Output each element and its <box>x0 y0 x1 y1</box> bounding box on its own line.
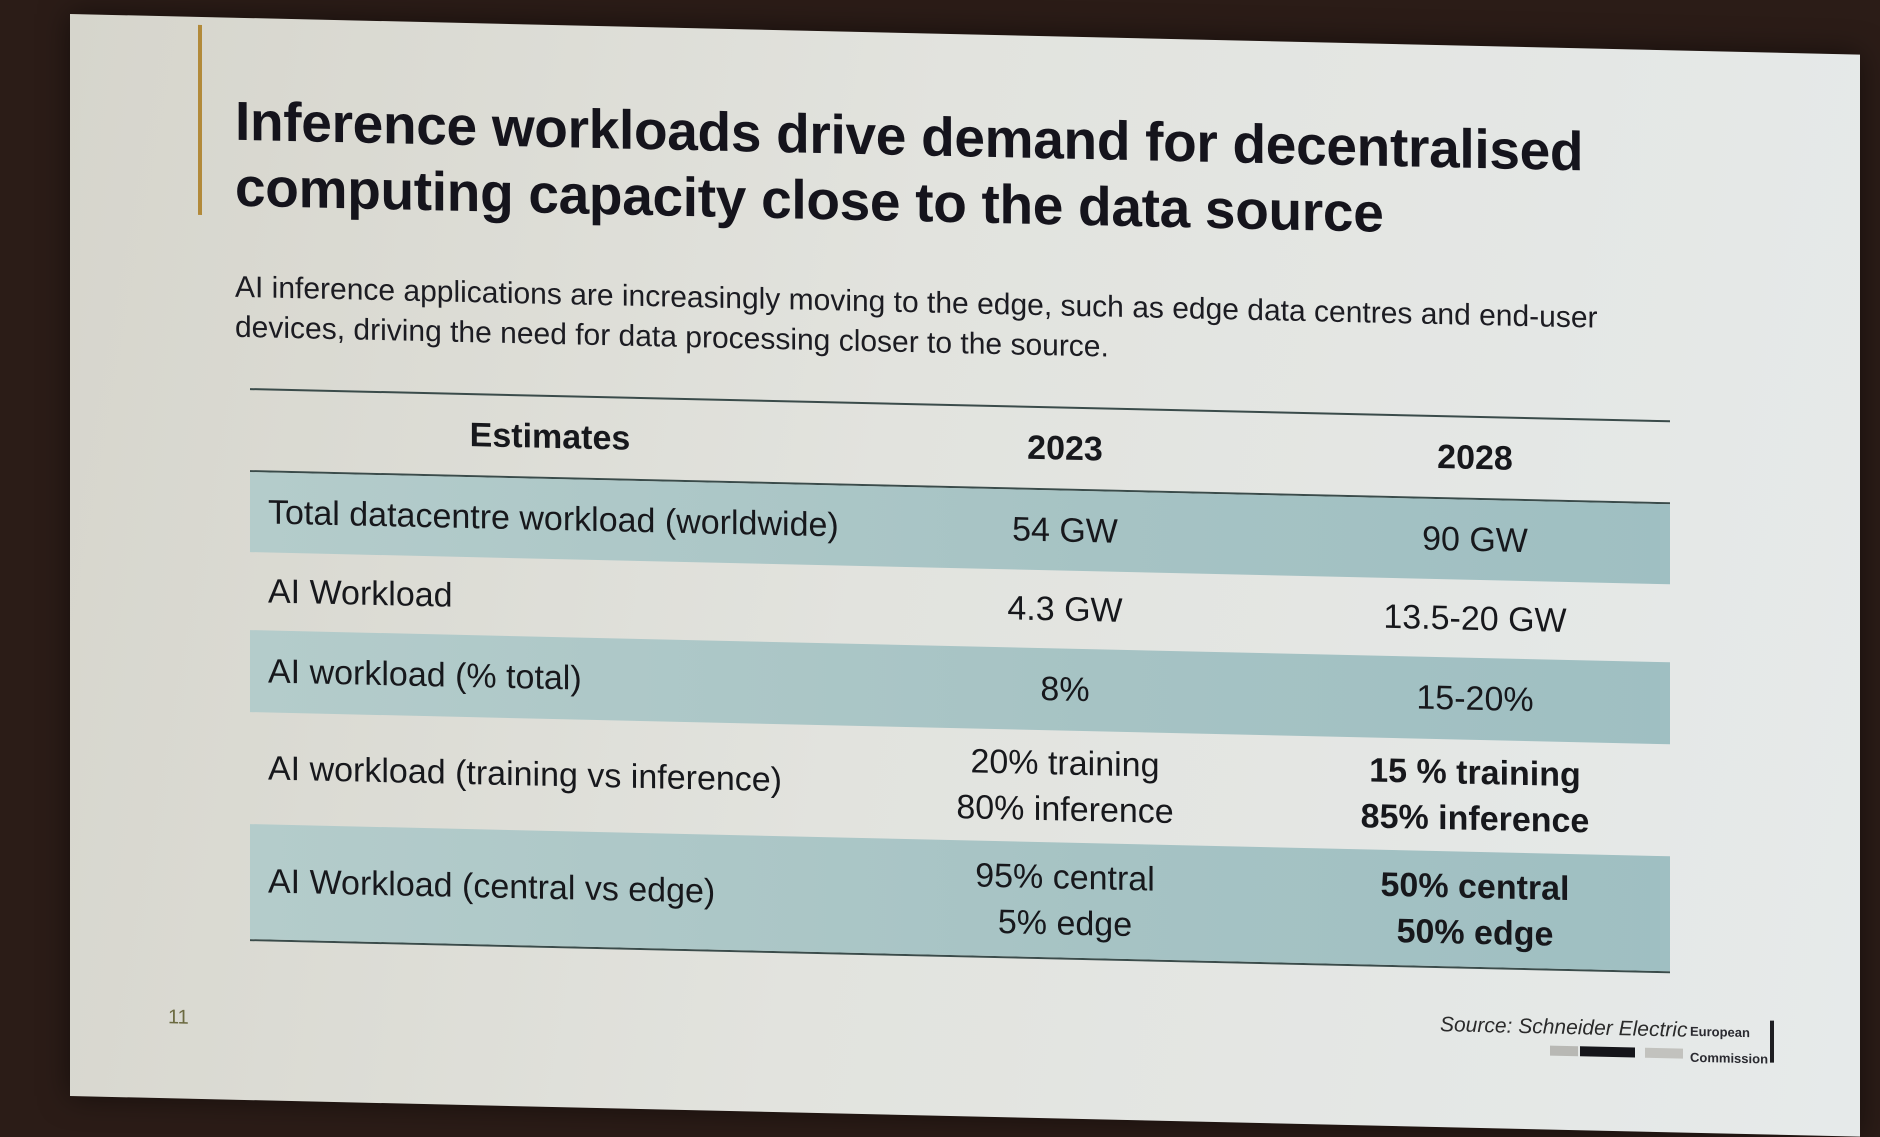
row-label: AI workload (% total) <box>268 651 582 698</box>
row-label: AI Workload <box>268 571 453 615</box>
cell-2023: 95% central 5% edge <box>850 849 1280 951</box>
cell-text: 13.5-20 GW <box>1383 597 1567 640</box>
logo-stripe <box>1645 1047 1683 1059</box>
cell-2023: 20% training 80% inference <box>850 736 1280 838</box>
header-2023: 2023 <box>1027 428 1103 469</box>
cell-2028: 90 GW <box>1280 512 1670 567</box>
logo-line-1: European <box>1690 1023 1750 1041</box>
cell-text: 90 GW <box>1422 519 1528 561</box>
cell-2028: 13.5-20 GW <box>1280 591 1670 646</box>
cell-2023: 54 GW <box>850 503 1280 559</box>
cell-2028: 15 % training 85% inference <box>1280 745 1670 846</box>
page-number: 11 <box>168 1006 189 1029</box>
cell-text: 80% inference <box>956 788 1174 832</box>
european-commission-logo: European Commission <box>1690 1023 1768 1069</box>
header-estimates: Estimates <box>469 415 631 458</box>
cell-text: 15-20% <box>1416 678 1534 720</box>
cell-text: 5% edge <box>997 902 1133 944</box>
estimates-table: Estimates 2023 2028 Total datacentre wor… <box>250 388 1670 974</box>
logo-stripe <box>1550 1045 1578 1057</box>
cell-text: 8% <box>1040 670 1090 710</box>
slide-title: Inference workloads drive demand for dec… <box>235 88 1583 251</box>
cell-2023: 8% <box>850 662 1280 718</box>
cell-2028: 15-20% <box>1280 671 1670 726</box>
cell-2028: 50% central 50% edge <box>1280 859 1670 960</box>
cell-text: 85% inference <box>1360 797 1590 841</box>
row-label: AI Workload (central vs edge) <box>268 862 716 911</box>
logo-stripe <box>1580 1046 1635 1058</box>
logo-line-2: Commission <box>1690 1049 1769 1067</box>
cell-text: 50% edge <box>1396 911 1554 954</box>
presentation-slide: Inference workloads drive demand for dec… <box>70 14 1860 1137</box>
logo-divider <box>1770 1020 1774 1063</box>
title-accent-bar <box>198 24 202 215</box>
cell-text: 4.3 GW <box>1007 589 1123 630</box>
source-note: Source: Schneider Electric <box>1440 1013 1688 1042</box>
header-2028: 2028 <box>1437 438 1513 478</box>
cell-2023: 4.3 GW <box>850 582 1280 638</box>
row-label: Total datacentre workload (worldwide) <box>268 492 839 544</box>
cell-text: 54 GW <box>1012 510 1118 551</box>
slide-subtitle: AI inference applications are increasing… <box>235 270 1598 364</box>
row-label: AI workload (training vs inference) <box>268 748 783 799</box>
